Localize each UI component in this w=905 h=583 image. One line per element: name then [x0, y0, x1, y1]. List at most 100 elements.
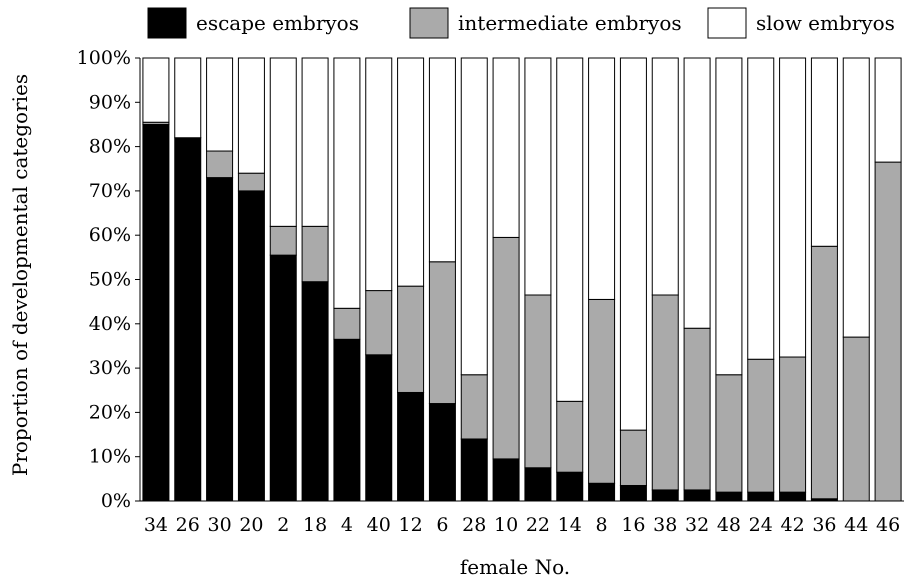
bar-segment-slow — [397, 57, 425, 287]
bar-stack — [174, 57, 202, 502]
bar-segment-intermediate — [588, 298, 616, 484]
y-tick-label: 70% — [89, 180, 131, 202]
x-tick-label: 6 — [436, 514, 448, 536]
bar-segment-escape — [747, 491, 775, 502]
bar-segment-slow — [269, 57, 297, 227]
y-tick-label: 60% — [89, 224, 131, 246]
x-tick-label: 24 — [749, 514, 773, 536]
bar-stack — [683, 57, 711, 502]
bar-stack — [428, 57, 456, 502]
x-tick-label: 16 — [621, 514, 645, 536]
bar-segment-intermediate — [842, 336, 870, 502]
legend-label-escape: escape embryos — [196, 11, 359, 35]
bar-segment-intermediate — [301, 225, 329, 283]
bar-segment-escape — [269, 254, 297, 502]
bar-segment-slow — [747, 57, 775, 360]
y-tick-label: 0% — [101, 490, 131, 512]
bar-segment-intermediate — [460, 374, 488, 440]
bar-stack — [365, 57, 393, 502]
x-tick-label: 18 — [303, 514, 327, 536]
bar-segment-slow — [715, 57, 743, 376]
bar-segment-intermediate — [779, 356, 807, 493]
y-tick-label: 30% — [89, 357, 131, 379]
bar-segment-slow — [174, 57, 202, 139]
bar-segment-escape — [142, 123, 170, 502]
bar-stack — [588, 57, 616, 502]
bar-segment-intermediate — [524, 294, 552, 469]
bar-segment-intermediate — [747, 358, 775, 493]
bar-stack — [842, 57, 870, 502]
x-tick-label: 36 — [812, 514, 836, 536]
bar-segment-intermediate — [365, 290, 393, 356]
x-tick-label: 34 — [144, 514, 168, 536]
bar-segment-escape — [556, 471, 584, 502]
bar-stack — [810, 57, 838, 502]
x-tick-label: 8 — [596, 514, 608, 536]
bar-segment-escape — [492, 458, 520, 502]
bar-segment-slow — [492, 57, 520, 238]
bar-segment-escape — [524, 467, 552, 502]
bar-stack — [492, 57, 520, 502]
legend-swatch-escape — [147, 7, 187, 39]
legend: escape embryos intermediate embryos slow e… — [147, 7, 895, 39]
y-axis-title: Proportion of developmental categories — [8, 74, 32, 476]
x-tick-label: 14 — [558, 514, 582, 536]
bar-stack — [142, 57, 170, 502]
bar-segment-slow — [460, 57, 488, 376]
bar-segment-slow — [301, 57, 329, 227]
bar-segment-escape — [428, 403, 456, 502]
bar-segment-escape — [588, 482, 616, 502]
bar-stack — [715, 57, 743, 502]
bar-segment-intermediate — [269, 225, 297, 256]
bar-stack — [524, 57, 552, 502]
x-axis: 34 26 30 20 2 18 4 40 12 6 28 10 22 14 8 16 38 32 48 24 42 36… — [140, 500, 904, 536]
bar-stack — [301, 57, 329, 502]
x-tick-label: 26 — [176, 514, 200, 536]
x-tick-label: 30 — [207, 514, 231, 536]
x-tick-label: 2 — [277, 514, 289, 536]
bar-segment-escape — [397, 391, 425, 502]
x-tick-label: 38 — [653, 514, 677, 536]
bar-segment-intermediate — [651, 294, 679, 491]
bar-segment-intermediate — [715, 374, 743, 493]
bar-stack — [237, 57, 265, 502]
bar-stack — [460, 57, 488, 502]
bar-segment-slow — [333, 57, 361, 309]
bar-stack — [556, 57, 584, 502]
x-axis-title: female No. — [460, 555, 570, 579]
bar-segment-intermediate — [397, 285, 425, 393]
legend-label-intermediate: intermediate embryos — [458, 11, 682, 35]
bar-segment-slow — [810, 57, 838, 247]
bar-segment-escape — [619, 484, 647, 502]
bar-segment-intermediate — [206, 150, 234, 179]
bar-segment-intermediate — [237, 172, 265, 192]
bar-segment-intermediate — [874, 161, 902, 502]
bar-stack — [206, 57, 234, 502]
bar-stack — [397, 57, 425, 502]
legend-label-slow: slow embryos — [756, 11, 895, 35]
y-tick-label: 20% — [89, 401, 131, 423]
bar-stack — [651, 57, 679, 502]
bar-segment-escape — [651, 489, 679, 502]
bar-segment-slow — [619, 57, 647, 431]
bar-segment-escape — [779, 491, 807, 502]
bar-segment-escape — [365, 354, 393, 502]
legend-swatch-slow — [707, 7, 747, 39]
bar-segment-slow — [524, 57, 552, 296]
bar-segment-intermediate — [428, 261, 456, 405]
bars — [142, 57, 902, 502]
bar-stack — [779, 57, 807, 502]
bar-segment-slow — [683, 57, 711, 329]
bar-segment-escape — [715, 491, 743, 502]
y-tick-label: 90% — [89, 91, 131, 113]
x-tick-label: 20 — [239, 514, 263, 536]
bar-segment-slow — [206, 57, 234, 152]
x-tick-label: 42 — [780, 514, 804, 536]
bar-segment-intermediate — [333, 307, 361, 340]
y-axis: 0% 10% 20% 30% 40% 50% 60% 70% 80% 90% 100% — [77, 47, 141, 512]
bar-segment-slow — [588, 57, 616, 300]
x-tick-label: 44 — [844, 514, 868, 536]
bar-segment-intermediate — [683, 327, 711, 491]
x-tick-label: 32 — [685, 514, 709, 536]
